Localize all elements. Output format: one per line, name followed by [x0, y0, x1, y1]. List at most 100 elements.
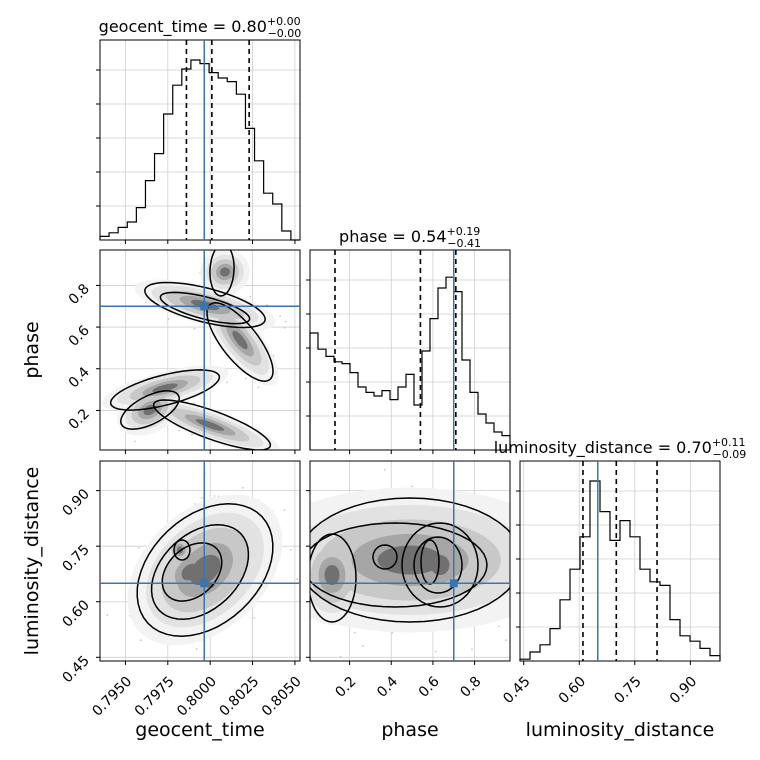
panel-title: phase = 0.54+0.19 −0.41 [339, 225, 481, 250]
sample-point [134, 440, 136, 443]
title-lower-error: −0.41 [447, 237, 481, 250]
density-region [220, 267, 230, 277]
contour-line [209, 250, 235, 297]
sample-point [339, 655, 342, 658]
sample-point [505, 639, 507, 642]
sample-point [193, 327, 196, 330]
x-tick-label: 0.4 [374, 674, 401, 701]
x-tick-label: 0.75 [611, 674, 644, 707]
density-region [430, 555, 450, 575]
contour-line [159, 291, 251, 325]
sample-point [283, 509, 286, 511]
sample-point [471, 648, 473, 651]
panel-title: geocent_time = 0.80+0.00 −0.00 [99, 15, 302, 40]
panel-frame [309, 460, 511, 662]
contour-line [310, 522, 488, 608]
histogram-phase [309, 276, 511, 450]
truth-marker [200, 302, 209, 311]
panel-background [310, 250, 510, 450]
sample-point [253, 617, 256, 619]
density-region [181, 563, 199, 581]
sample-point [279, 315, 281, 318]
x-axis-label: phase [381, 719, 438, 741]
y-tick-label: 0.45 [59, 653, 92, 686]
x-tick-label: 0.8 [457, 674, 484, 701]
contour-line [206, 302, 274, 382]
title-text: geocent_time = 0.80 [99, 17, 267, 37]
sample-point [195, 648, 198, 650]
x-axis-label: luminosity_distance [526, 719, 715, 741]
sample-point [139, 639, 142, 642]
contour-line [413, 536, 463, 594]
sample-point [362, 645, 364, 647]
histogram-geocent_time [99, 59, 300, 241]
title-lower-error: −0.00 [268, 27, 302, 40]
sample-point [200, 497, 203, 499]
sample-point [191, 433, 193, 436]
x-tick-label: 0.8000 [174, 674, 220, 720]
truth-marker [449, 579, 458, 588]
contour-line [401, 522, 479, 608]
x-tick-label: 0.8025 [216, 674, 262, 720]
sample-point [515, 562, 517, 564]
y-tick-label: 0.2 [66, 406, 93, 433]
sample-point [302, 548, 304, 550]
sample-point [296, 578, 298, 581]
x-tick-label: 0.45 [500, 674, 533, 707]
sample-point [283, 327, 286, 329]
density-region [152, 383, 178, 393]
title-upper-error: +0.19 [447, 225, 481, 238]
density-region [189, 554, 221, 586]
sample-point [178, 429, 180, 432]
x-axis-label: geocent_time [135, 719, 264, 741]
title-upper-error: +0.11 [712, 436, 746, 449]
sample-point [308, 560, 310, 562]
sample-point [242, 486, 244, 489]
x-tick-label: 0.60 [556, 674, 589, 707]
sample-point [383, 468, 386, 471]
panel-frame [99, 460, 301, 662]
sample-point [106, 614, 109, 616]
sample-point [266, 304, 269, 306]
contour-line [372, 544, 398, 570]
sample-point [274, 458, 276, 460]
sample-point [193, 402, 195, 404]
sample-point [513, 576, 515, 578]
contour-line [150, 524, 250, 620]
sample-point [138, 673, 140, 675]
sample-point [249, 295, 252, 298]
sample-point [245, 377, 248, 380]
y-axis-label: phase [21, 321, 43, 378]
title-text: phase = 0.54 [339, 227, 446, 246]
panel-background [520, 461, 720, 661]
sample-point [226, 381, 229, 384]
panel-background [100, 40, 300, 240]
contour-line [144, 281, 266, 329]
contour-line [109, 369, 221, 411]
sample-point [303, 582, 305, 584]
x-tick-label: 0.8050 [259, 674, 305, 720]
truth-marker [200, 579, 209, 588]
contour-line [136, 503, 274, 637]
sample-point [434, 650, 437, 653]
title-text: luminosity_distance = 0.70 [494, 438, 712, 458]
sample-point [353, 631, 356, 634]
contour-line [310, 533, 357, 623]
panel-frame [99, 39, 301, 241]
contour-line [120, 390, 180, 430]
sample-point [498, 625, 500, 628]
contour-line [152, 399, 272, 450]
contour-line [173, 539, 191, 561]
sample-point [257, 386, 260, 389]
density-region [324, 565, 340, 585]
y-tick-label: 0.75 [59, 542, 92, 575]
panel-title: luminosity_distance = 0.70+0.11 −0.09 [494, 436, 747, 461]
sample-point [411, 485, 413, 488]
contour-line [420, 539, 440, 585]
density-region [427, 554, 433, 566]
x-tick-label: 0.7950 [89, 674, 135, 720]
contour-line [161, 542, 223, 602]
sample-point [303, 517, 305, 519]
density-region [377, 545, 443, 575]
